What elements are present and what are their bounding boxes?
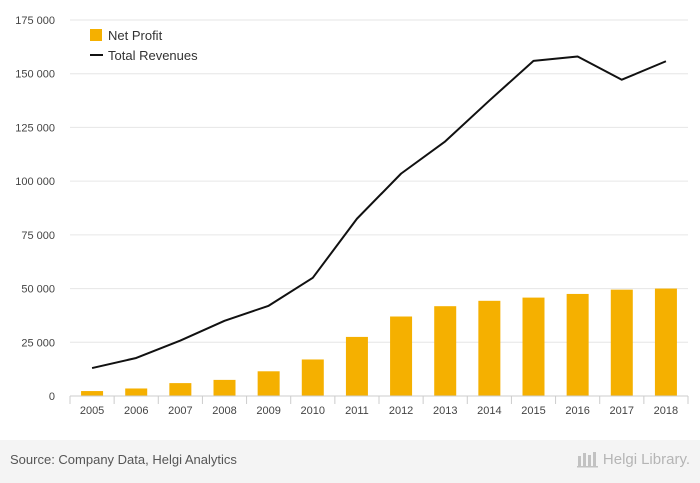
bar-net-profit-2014 <box>478 300 501 396</box>
y-tick-label: 125 000 <box>15 122 55 134</box>
x-tick-label: 2014 <box>477 405 501 417</box>
library-icon <box>576 452 598 468</box>
y-tick-label: 50 000 <box>21 284 55 296</box>
bar-net-profit-2007 <box>169 383 192 396</box>
bar-net-profit-2016 <box>566 293 589 396</box>
bar-net-profit-2015 <box>522 297 545 396</box>
x-tick-label: 2009 <box>256 405 280 417</box>
x-tick-label: 2011 <box>345 405 369 417</box>
gridlines <box>70 19 688 343</box>
y-tick-label: 75 000 <box>21 230 55 242</box>
brand-name-part2: Library. <box>641 450 690 468</box>
y-tick-label: 100 000 <box>15 176 55 188</box>
y-tick-label: 175 000 <box>15 15 55 27</box>
x-tick-label: 2012 <box>389 405 413 417</box>
x-tick-label: 2007 <box>168 405 192 417</box>
x-tick-label: 2010 <box>301 405 325 417</box>
bar-net-profit-2011 <box>345 336 368 396</box>
bar-net-profit-2008 <box>213 379 236 396</box>
legend: Net Profit Total Revenues <box>90 28 198 63</box>
bar-net-profit-2013 <box>434 306 457 396</box>
x-tick-label: 2015 <box>521 405 545 417</box>
brand-name-part1: Helgi <box>602 450 638 468</box>
source-note: Source: Company Data, Helgi Analytics <box>10 452 237 467</box>
legend-label-total-revenues: Total Revenues <box>108 48 198 63</box>
x-tick-label: 2008 <box>212 405 236 417</box>
x-tick-label: 2017 <box>610 405 634 417</box>
line-total-revenues <box>91 55 667 370</box>
chart: 0 25 000 50 000 75 000 100 000 125 000 150 000… <box>15 15 689 417</box>
y-tick-label: 0 <box>49 391 55 403</box>
brand-logo: Helgi Library. <box>576 450 690 468</box>
bar-net-profit-2017 <box>610 289 633 396</box>
bar-net-profit-2006 <box>125 388 148 396</box>
total-revenues-line <box>91 55 667 370</box>
bar-net-profit-2009 <box>257 371 280 396</box>
x-tick-label: 2006 <box>124 405 148 417</box>
bar-net-profit-2005 <box>81 391 104 396</box>
x-axis: 2005 2006 2007 2008 2009 2010 2011 2012 2013 2014… <box>69 395 689 417</box>
y-tick-label: 25 000 <box>21 337 55 349</box>
bar-net-profit-2012 <box>390 316 413 396</box>
x-tick-label: 2013 <box>433 405 457 417</box>
y-axis: 0 25 000 50 000 75 000 100 000 125 000 150 000… <box>15 15 55 403</box>
footer: Source: Company Data, Helgi Analytics He… <box>0 440 700 483</box>
bar-net-profit-2018 <box>654 288 677 396</box>
net-profit-bars <box>81 288 677 396</box>
x-tick-label: 2016 <box>565 405 589 417</box>
legend-swatch-net-profit <box>90 29 102 41</box>
legend-label-net-profit: Net Profit <box>108 28 163 43</box>
x-tick-label: 2005 <box>80 405 104 417</box>
x-tick-label: 2018 <box>654 405 678 417</box>
y-tick-label: 150 000 <box>15 69 55 81</box>
bar-net-profit-2010 <box>301 359 324 396</box>
